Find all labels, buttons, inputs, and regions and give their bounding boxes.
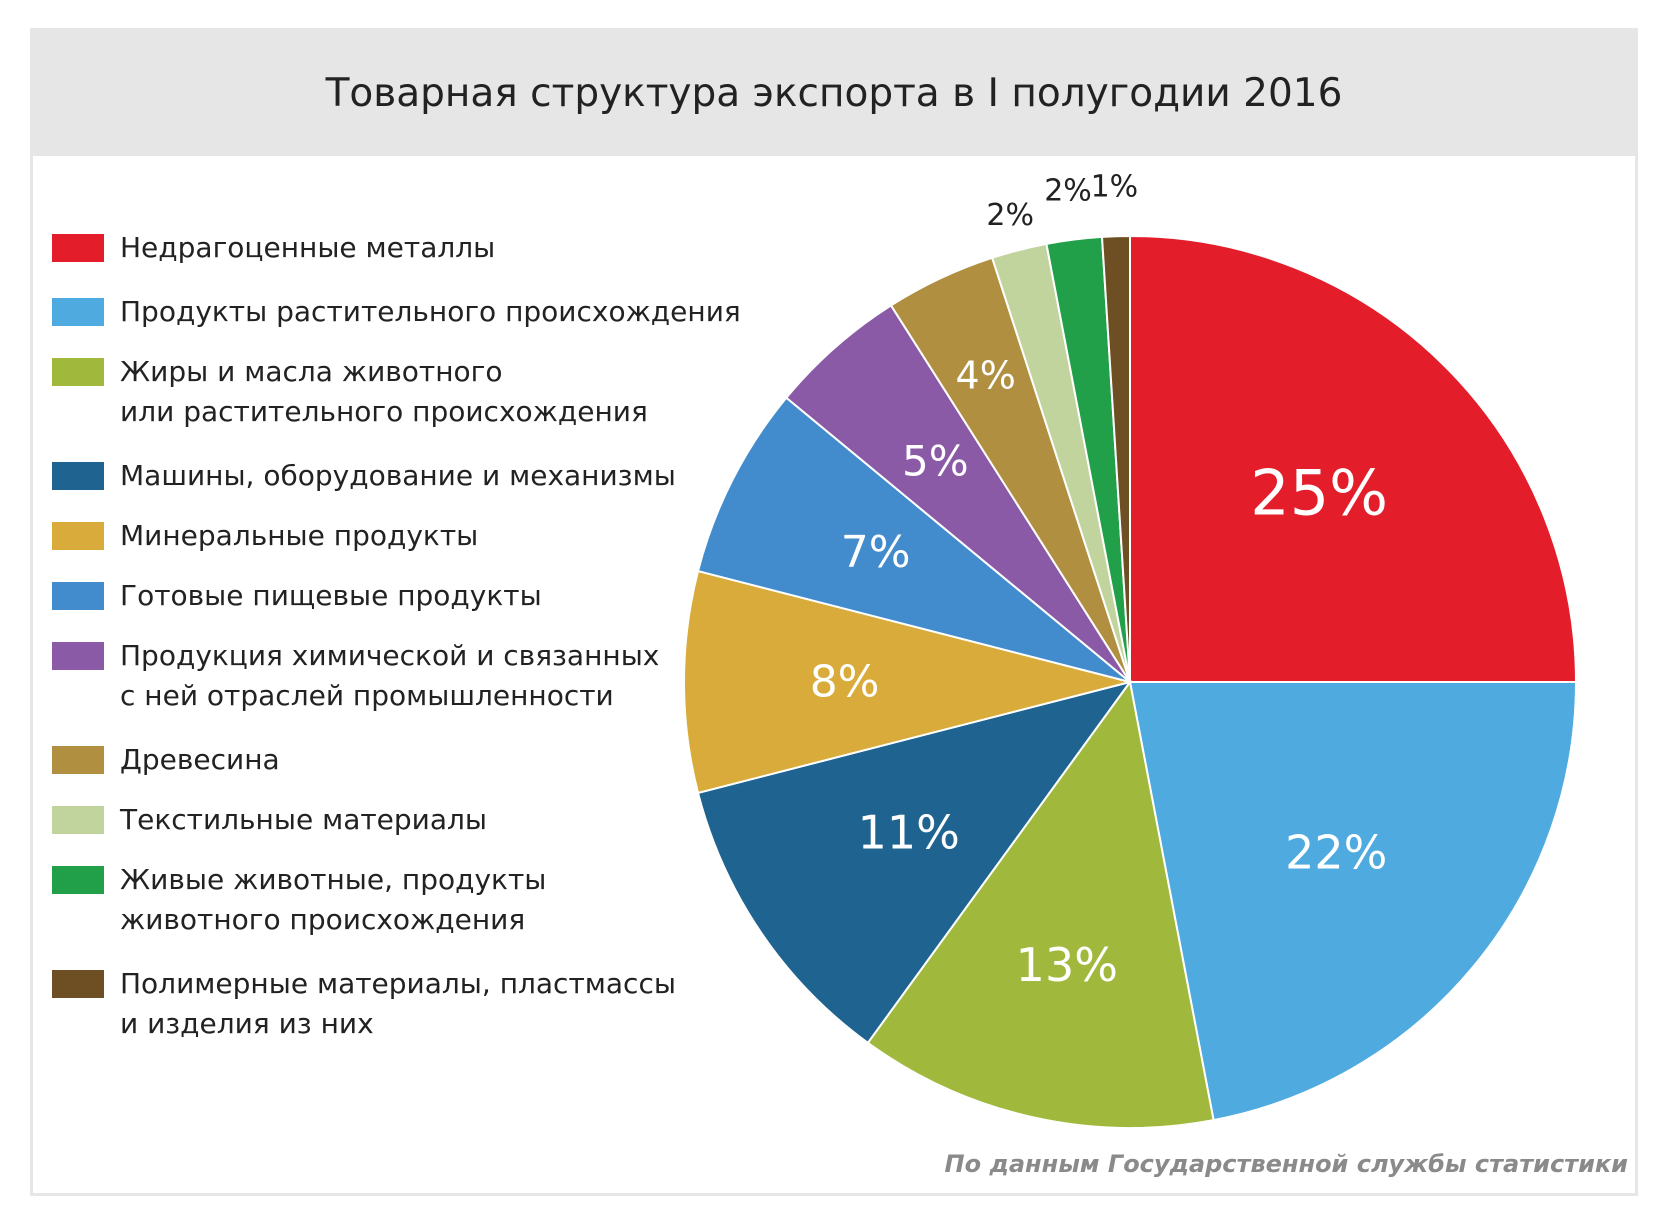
legend-label: Живые животные, продукты животного происх…: [120, 860, 546, 940]
legend-swatch: [52, 358, 104, 386]
pie-slice: [1128, 681, 1578, 1122]
pie-slice: [866, 679, 1215, 1129]
title-bar: Товарная структура экспорта в I полугоди…: [30, 28, 1638, 156]
legend-label-line: Древесина: [120, 743, 280, 776]
legend-label-line: Продукты растительного происхождения: [120, 295, 741, 328]
legend-label: Продукция химической и связанных с ней от…: [120, 636, 659, 716]
slice-value-label: 7%: [841, 527, 911, 578]
legend-swatch: [52, 970, 104, 998]
legend-swatch: [52, 746, 104, 774]
legend-label: Машины, оборудование и механизмы: [120, 456, 676, 496]
pie-slice: [683, 569, 1131, 795]
legend-swatch: [52, 806, 104, 834]
legend-item: Текстильные материалы: [52, 800, 487, 840]
legend-label-line: Машины, оборудование и механизмы: [120, 459, 676, 492]
legend-item: Минеральные продукты: [52, 516, 478, 556]
slice-value-label: 22%: [1285, 826, 1387, 880]
slice-value-label: 8%: [810, 657, 880, 708]
chart-title: Товарная структура экспорта в I полугоди…: [325, 70, 1343, 116]
legend-label: Продукты растительного происхождения: [120, 292, 741, 332]
legend-label-line: или растительного происхождения: [120, 395, 648, 428]
slice-value-label: 4%: [956, 353, 1016, 397]
legend-item: Машины, оборудование и механизмы: [52, 456, 676, 496]
legend-label-line: животного происхождения: [120, 903, 526, 936]
slice-value-label: 11%: [858, 805, 960, 859]
legend-label-line: Недрагоценные металлы: [120, 231, 496, 264]
slice-value-label: 25%: [1250, 456, 1388, 529]
legend-item: Полимерные материалы, пластмассы и издели…: [52, 964, 676, 1044]
pie-slice: [1129, 234, 1578, 683]
legend-item: Живые животные, продукты животного происх…: [52, 860, 546, 940]
pie-slice: [696, 680, 1133, 1045]
legend-label: Недрагоценные металлы: [120, 228, 495, 268]
legend-label-line: Готовые пищевые продукты: [120, 579, 542, 612]
legend-item: Древесина: [52, 740, 280, 780]
legend-swatch: [52, 582, 104, 610]
slice-value-label: 1%: [1091, 170, 1139, 205]
legend-label: Текстильные материалы: [120, 800, 487, 840]
slice-value-label: 5%: [902, 437, 969, 486]
legend-label-line: Продукция химической и связанных: [120, 639, 660, 672]
legend-item: Продукция химической и связанных с ней от…: [52, 636, 659, 716]
legend-label: Жиры и масла животного или растительного …: [120, 352, 648, 432]
legend-label-line: с ней отраслей промышленности: [120, 679, 614, 712]
legend-label: Полимерные материалы, пластмассы и издели…: [120, 964, 676, 1044]
legend-swatch: [52, 866, 104, 894]
legend-label-line: Жиры и масла животного: [120, 355, 503, 388]
slice-value-label: 13%: [1016, 938, 1118, 992]
legend-label-line: Полимерные материалы, пластмассы: [120, 967, 676, 1000]
pie-slice: [696, 396, 1131, 683]
slice-value-label: 2%: [1044, 173, 1092, 208]
slice-value-label: 2%: [986, 198, 1034, 233]
legend-item: Готовые пищевые продукты: [52, 576, 542, 616]
legend-swatch: [52, 642, 104, 670]
legend-swatch: [52, 462, 104, 490]
legend-label: Минеральные продукты: [120, 516, 478, 556]
legend-label-line: и изделия из них: [120, 1007, 374, 1040]
legend-label: Древесина: [120, 740, 280, 780]
legend-label-line: Текстильные материалы: [120, 803, 488, 836]
legend-item: Продукты растительного происхождения: [52, 292, 741, 332]
pie-slice: [1100, 234, 1131, 683]
legend-label: Готовые пищевые продукты: [120, 576, 542, 616]
legend-label-line: Минеральные продукты: [120, 519, 479, 552]
legend-item: Жиры и масла животного или растительного …: [52, 352, 648, 432]
legend-swatch: [52, 522, 104, 550]
legend-swatch: [52, 234, 104, 262]
legend-label-line: Живые животные, продукты: [120, 863, 547, 896]
legend-swatch: [52, 298, 104, 326]
legend-item: Недрагоценные металлы: [52, 228, 495, 268]
source-note: По данным Государственной службы статист…: [944, 1150, 1628, 1178]
